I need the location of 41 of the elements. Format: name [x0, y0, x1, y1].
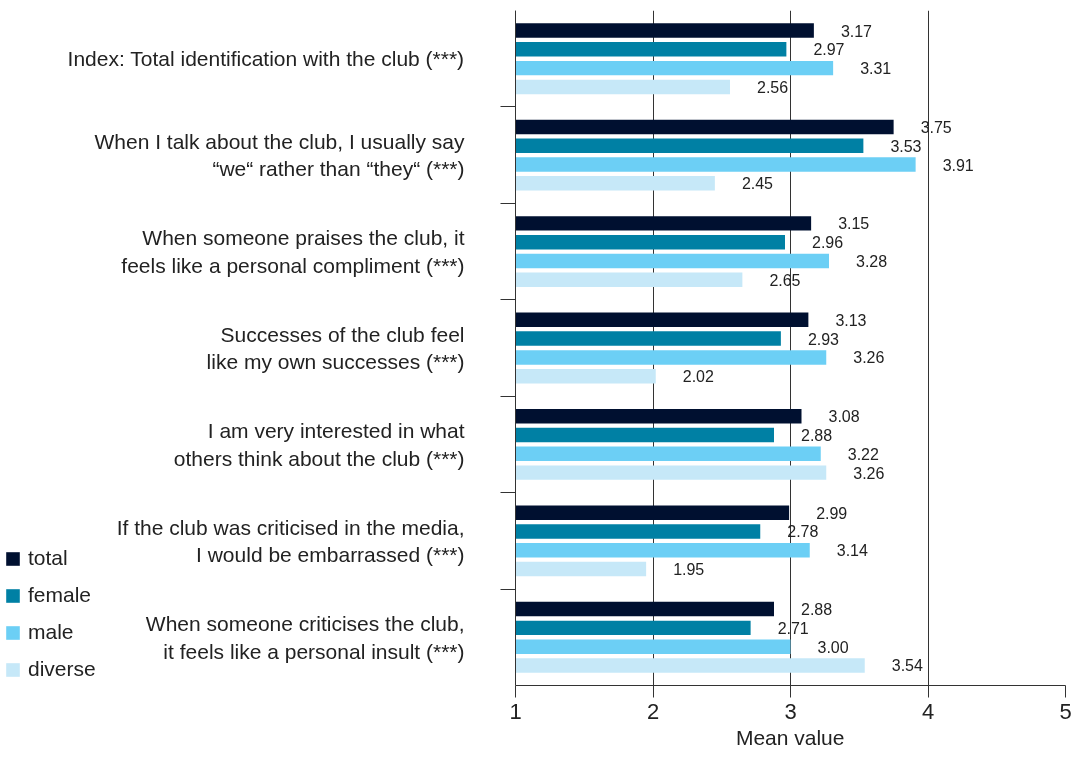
x-axis-title: Mean value — [735, 725, 845, 749]
data-label: 2.02 — [682, 368, 714, 386]
data-label: 3.22 — [847, 445, 879, 463]
data-label: 3.17 — [840, 22, 873, 40]
data-label: 3.00 — [817, 638, 849, 656]
data-label: 2.45 — [741, 175, 774, 193]
data-label: 3.31 — [860, 60, 892, 78]
legend-label: total — [28, 546, 68, 570]
x-tick-label: 5 — [1059, 698, 1072, 724]
data-label: 3.91 — [942, 156, 974, 174]
y-tick-label: When I talk about the club, I usually say “we“ rather than “they“ (***) — [94, 129, 465, 181]
data-label: 2.93 — [807, 330, 840, 348]
legend-label: female — [28, 583, 92, 607]
data-label: 3.53 — [890, 137, 922, 155]
data-label: 2.96 — [812, 234, 844, 252]
y-tick-label: If the club was criticised in the media, I would be embarrassed (***) — [116, 515, 465, 567]
y-tick-label: Successes of the club feel like my own successes (***) — [206, 322, 465, 374]
data-label: 2.97 — [813, 41, 845, 59]
y-tick-label: When someone criticises the club, it feels like a personal insult (***) — [145, 611, 465, 663]
data-label: 3.26 — [853, 349, 885, 367]
x-tick-label: 1 — [509, 698, 522, 724]
legend-label: male — [28, 620, 74, 644]
data-label: 3.14 — [836, 542, 868, 560]
data-label: 2.88 — [801, 601, 833, 619]
x-tick-label: 3 — [784, 698, 797, 724]
y-tick-label: Index: Total identification with the club (***) — [67, 47, 465, 71]
data-label: 3.26 — [853, 464, 885, 482]
data-label: 2.56 — [757, 78, 789, 96]
y-tick-label: I am very interested in what others think about the club (***) — [173, 419, 465, 470]
data-label: 3.13 — [835, 311, 867, 329]
legend-label: diverse — [28, 657, 96, 681]
y-tick-label: When someone praises the club, it feels like a personal compliment (***) — [121, 226, 465, 277]
data-label: 3.15 — [838, 215, 870, 233]
x-tick-label: 2 — [646, 698, 660, 724]
data-label: 2.88 — [801, 427, 833, 445]
data-label: 2.99 — [816, 504, 848, 522]
data-label: 3.54 — [891, 657, 923, 675]
data-label: 3.28 — [856, 252, 888, 270]
x-tick-label: 4 — [921, 698, 935, 724]
data-label: 1.95 — [673, 561, 705, 579]
data-label: 3.08 — [828, 408, 860, 426]
